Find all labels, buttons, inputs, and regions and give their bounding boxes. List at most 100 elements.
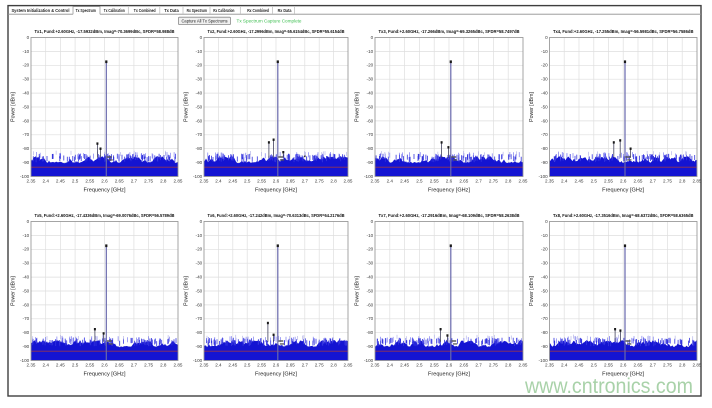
svg-text:2.55: 2.55 [85, 362, 94, 367]
svg-text:2.8: 2.8 [330, 178, 337, 183]
svg-text:2.6: 2.6 [101, 178, 108, 183]
svg-text:2.5: 2.5 [591, 362, 598, 367]
svg-text:2.65: 2.65 [115, 178, 124, 183]
svg-text:2.55: 2.55 [604, 362, 613, 367]
svg-text:2.45: 2.45 [400, 362, 409, 367]
svg-text:2.85: 2.85 [344, 178, 353, 183]
svg-text:-70: -70 [541, 132, 548, 137]
svg-text:-40: -40 [23, 91, 30, 96]
svg-text:www.cntronics.com: www.cntronics.com [524, 375, 693, 398]
svg-text:2.75: 2.75 [144, 178, 153, 183]
svg-text:2.7: 2.7 [131, 178, 138, 183]
svg-text:Tx4, Fund:+2.60GHz, -17.255dBm: Tx4, Fund:+2.60GHz, -17.255dBm, Imag=-56… [553, 29, 694, 34]
svg-text:2.45: 2.45 [575, 362, 584, 367]
svg-text:2.4: 2.4 [43, 178, 50, 183]
svg-text:-40: -40 [196, 275, 203, 280]
svg-text:Power [dBm]: Power [dBm] [11, 276, 17, 306]
svg-text:-70: -70 [196, 316, 203, 321]
svg-text:-40: -40 [23, 275, 30, 280]
svg-text:Tx6, Fund:+2.60GHz, -17.242dBm: Tx6, Fund:+2.60GHz, -17.242dBm, Imag=-70… [208, 213, 346, 218]
svg-text:0: 0 [545, 219, 548, 224]
svg-text:2.75: 2.75 [489, 178, 498, 183]
svg-text:-100: -100 [538, 358, 548, 363]
svg-text:-100: -100 [20, 174, 30, 179]
svg-text:2.7: 2.7 [302, 178, 309, 183]
svg-text:2.4: 2.4 [387, 178, 394, 183]
svg-text:2.4: 2.4 [561, 178, 568, 183]
svg-text:2.65: 2.65 [286, 178, 295, 183]
svg-text:2.35: 2.35 [371, 362, 380, 367]
svg-text:2.75: 2.75 [315, 362, 324, 367]
svg-text:-10: -10 [367, 233, 374, 238]
svg-text:-10: -10 [196, 233, 203, 238]
svg-text:0: 0 [545, 35, 548, 40]
svg-text:2.85: 2.85 [344, 362, 353, 367]
svg-text:-20: -20 [23, 63, 30, 68]
svg-text:-20: -20 [196, 63, 203, 68]
svg-text:2.6: 2.6 [446, 362, 453, 367]
svg-text:2.45: 2.45 [228, 362, 237, 367]
svg-text:-100: -100 [364, 174, 374, 179]
svg-text:-50: -50 [541, 288, 548, 293]
svg-text:-100: -100 [20, 358, 30, 363]
svg-text:2.5: 2.5 [591, 178, 598, 183]
svg-text:Frequency [GHz]: Frequency [GHz] [255, 371, 298, 377]
svg-text:2.55: 2.55 [257, 362, 266, 367]
svg-text:-60: -60 [23, 302, 30, 307]
svg-text:2.5: 2.5 [72, 362, 79, 367]
svg-text:2.8: 2.8 [679, 178, 686, 183]
svg-text:Power [dBm]: Power [dBm] [529, 92, 535, 122]
svg-text:2.45: 2.45 [56, 178, 65, 183]
svg-text:2.6: 2.6 [446, 178, 453, 183]
svg-text:2.85: 2.85 [693, 178, 702, 183]
svg-text:2.55: 2.55 [85, 178, 94, 183]
svg-text:2.85: 2.85 [693, 362, 702, 367]
svg-text:2.35: 2.35 [545, 178, 554, 183]
svg-text:2.8: 2.8 [505, 178, 512, 183]
svg-text:Frequency [GHz]: Frequency [GHz] [428, 187, 471, 193]
svg-text:Tx Spectrum: Tx Spectrum [76, 8, 96, 13]
svg-text:-80: -80 [367, 146, 374, 151]
svg-text:-90: -90 [367, 344, 374, 349]
svg-text:2.8: 2.8 [679, 362, 686, 367]
svg-text:-10: -10 [541, 49, 548, 54]
svg-text:Frequency [GHz]: Frequency [GHz] [84, 187, 127, 193]
svg-text:-80: -80 [541, 330, 548, 335]
svg-text:Power [dBm]: Power [dBm] [184, 276, 190, 306]
svg-text:Tx Calibration: Tx Calibration [104, 8, 125, 13]
svg-text:2.5: 2.5 [244, 178, 251, 183]
svg-text:2.6: 2.6 [620, 362, 627, 367]
svg-text:2.4: 2.4 [387, 362, 394, 367]
svg-text:Tx3, Fund:+2.60GHz, -17.266dBm: Tx3, Fund:+2.60GHz, -17.266dBm, Imag=-69… [379, 29, 521, 34]
svg-text:-30: -30 [541, 77, 548, 82]
svg-text:2.65: 2.65 [634, 362, 643, 367]
svg-text:-30: -30 [196, 261, 203, 266]
svg-text:-50: -50 [23, 288, 30, 293]
svg-text:2.8: 2.8 [330, 362, 337, 367]
svg-text:2.4: 2.4 [561, 362, 568, 367]
svg-text:Tx Data: Tx Data [164, 8, 179, 13]
svg-text:2.55: 2.55 [430, 362, 439, 367]
svg-text:-90: -90 [367, 160, 374, 165]
svg-text:2.4: 2.4 [43, 362, 50, 367]
svg-text:-30: -30 [23, 261, 30, 266]
svg-text:-70: -70 [196, 132, 203, 137]
svg-text:2.75: 2.75 [315, 178, 324, 183]
svg-text:2.85: 2.85 [519, 362, 528, 367]
svg-text:2.7: 2.7 [650, 178, 657, 183]
svg-text:-30: -30 [541, 261, 548, 266]
svg-text:-30: -30 [196, 77, 203, 82]
svg-text:-90: -90 [23, 344, 30, 349]
svg-text:Tx2, Fund:+2.60GHz, -17.2996dB: Tx2, Fund:+2.60GHz, -17.2996dBm, Imag=-5… [208, 29, 346, 34]
svg-text:0: 0 [200, 219, 203, 224]
svg-text:2.85: 2.85 [519, 178, 528, 183]
svg-text:-90: -90 [196, 160, 203, 165]
svg-text:-40: -40 [541, 91, 548, 96]
svg-text:Frequency [GHz]: Frequency [GHz] [255, 187, 298, 193]
svg-text:-10: -10 [541, 233, 548, 238]
svg-text:-20: -20 [541, 63, 548, 68]
svg-text:Frequency [GHz]: Frequency [GHz] [602, 371, 645, 377]
svg-text:-70: -70 [367, 316, 374, 321]
svg-text:-60: -60 [196, 118, 203, 123]
svg-text:-40: -40 [367, 275, 374, 280]
